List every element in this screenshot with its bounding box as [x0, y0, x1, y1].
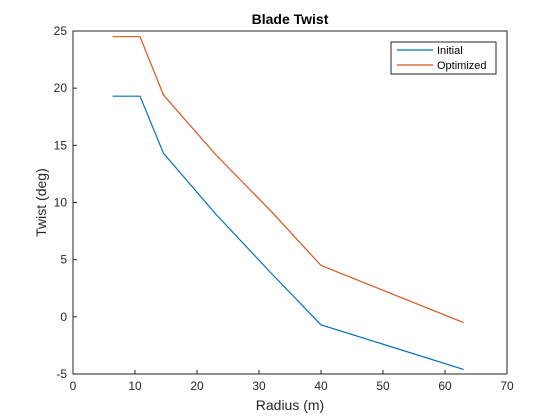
x-tick-label: 30	[252, 379, 266, 393]
plot-frame	[72, 30, 508, 375]
y-tick-label: -5	[56, 367, 67, 381]
series-line-initial	[112, 95, 464, 370]
legend: Initial Optimized	[390, 41, 497, 75]
x-tick-label: 70	[500, 379, 514, 393]
x-tick-label: 50	[376, 379, 390, 393]
y-tick-label: 10	[54, 196, 68, 210]
legend-label-optimized: Optimized	[437, 60, 487, 72]
x-tick-label: 20	[190, 379, 204, 393]
legend-label-initial: Initial	[437, 45, 463, 57]
x-tick-label: 60	[438, 379, 452, 393]
x-tick-label: 10	[128, 379, 142, 393]
y-tick-label: 5	[60, 253, 67, 267]
x-axis-label: Radius (m)	[256, 397, 324, 413]
chart-title: Blade Twist	[252, 11, 329, 27]
y-tick-label: 15	[54, 138, 68, 152]
y-axis-label: Twist (deg)	[33, 168, 49, 236]
y-axis-ticks: -5 0 5 10 15 20 25	[54, 24, 77, 381]
legend-box	[390, 41, 497, 75]
y-tick-label: 20	[54, 81, 68, 95]
x-tick-label: 40	[314, 379, 328, 393]
x-tick-label: 0	[70, 379, 77, 393]
y-tick-label: 25	[54, 24, 68, 38]
x-axis-ticks: 0 10 20 30 40 50 60 70	[70, 370, 514, 393]
series-layer	[112, 36, 464, 370]
series-line-optimized	[112, 36, 464, 324]
y-tick-label: 0	[60, 310, 67, 324]
plot-area	[72, 30, 508, 375]
